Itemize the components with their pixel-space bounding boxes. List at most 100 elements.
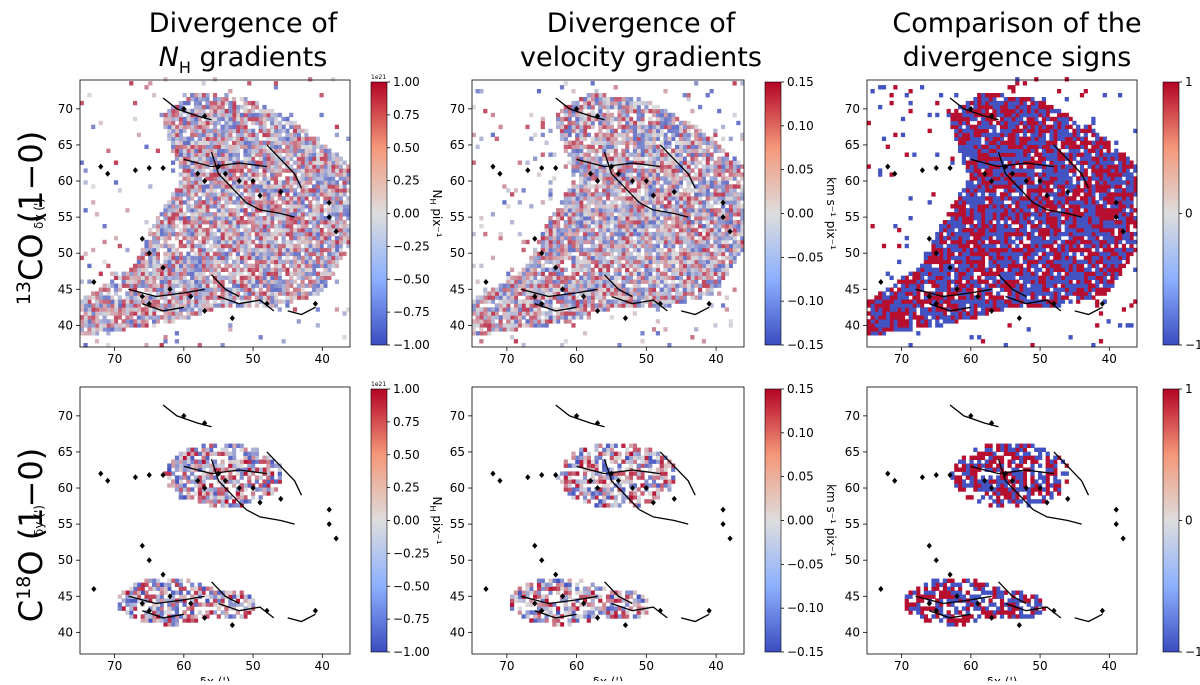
colorbar-tick-label: −0.50 [393, 272, 430, 286]
colorbar-tick-label: 1 [1185, 75, 1193, 89]
colorbar-tick-label: 0.10 [787, 426, 814, 440]
x-tick-label: 60 [176, 659, 191, 673]
colorbar-tick-label: 0.25 [393, 174, 420, 188]
y-tick-label: 65 [845, 445, 860, 459]
x-axis-label: δx (') [200, 675, 231, 681]
x-tick-label: 50 [1032, 352, 1047, 366]
x-tick-label: 60 [569, 659, 584, 673]
x-tick-label: 70 [894, 659, 909, 673]
column-title-2-line1: Divergence of [547, 8, 737, 39]
x-tick-label: 60 [569, 352, 584, 366]
x-tick-label: 60 [963, 659, 978, 673]
x-tick-label: 70 [107, 352, 122, 366]
x-tick-label: 50 [639, 659, 654, 673]
y-tick-label: 65 [58, 138, 73, 152]
y-tick-label: 50 [450, 553, 465, 567]
y-tick-label: 50 [450, 246, 465, 260]
colorbar-gradient [765, 389, 781, 652]
y-tick-label: 65 [450, 445, 465, 459]
colorbar-tick-label: 0.50 [393, 448, 420, 462]
x-tick-label: 40 [315, 659, 330, 673]
y-tick-label: 55 [58, 517, 73, 531]
colorbar-label: km s⁻¹ pix⁻¹ [824, 484, 838, 557]
y-tick-label: 40 [58, 318, 73, 332]
y-tick-label: 45 [450, 589, 465, 603]
colorbar-tick-label: 0.00 [393, 514, 420, 528]
y-tick-label: 40 [450, 625, 465, 639]
y-tick-label: 55 [845, 517, 860, 531]
x-axis-label: δx (') [593, 675, 624, 681]
column-title-2-line2: velocity gradients [520, 42, 762, 73]
colorbar-tick-label: −0.25 [393, 546, 430, 560]
colorbar-tick-label: 1 [1185, 382, 1193, 396]
colorbar-tick-label: 1.00 [393, 382, 420, 396]
y-tick-label: 50 [58, 553, 73, 567]
y-tick-label: 50 [845, 553, 860, 567]
x-tick-label: 70 [107, 659, 122, 673]
x-tick-label: 60 [176, 352, 191, 366]
y-tick-label: 70 [845, 409, 860, 423]
y-tick-label: 50 [58, 246, 73, 260]
y-tick-label: 70 [845, 102, 860, 116]
colorbar: 1.000.750.500.250.00−0.25−0.50−0.75−1.00… [371, 74, 444, 352]
column-title-3-line2: divergence signs [903, 42, 1132, 73]
colorbar-tick-label: −0.05 [787, 250, 824, 264]
y-tick-label: 65 [450, 138, 465, 152]
colorbar-tick-label: −0.10 [787, 294, 824, 308]
y-tick-label: 55 [450, 517, 465, 531]
x-tick-label: 70 [894, 352, 909, 366]
colorbar-tick-label: 0.25 [393, 481, 420, 495]
panel-6: 7060504040455055606570δx (')10−1 [845, 382, 1200, 681]
x-tick-label: 70 [499, 659, 514, 673]
colorbar-tick-label: 0 [1185, 207, 1193, 221]
colorbar-tick-label: 0.00 [787, 514, 814, 528]
colorbar-tick-label: −0.15 [787, 645, 824, 659]
x-tick-label: 40 [315, 352, 330, 366]
colorbar-tick-label: 0.00 [787, 207, 814, 221]
y-tick-label: 55 [58, 210, 73, 224]
colorbar-gradient [371, 82, 387, 345]
x-tick-label: 70 [499, 352, 514, 366]
x-tick-label: 50 [245, 352, 260, 366]
y-tick-label: 45 [450, 282, 465, 296]
colorbar-tick-label: 0.10 [787, 119, 814, 133]
colorbar-tick-label: −1 [1185, 338, 1200, 352]
colorbar-tick-label: −0.25 [393, 239, 430, 253]
colorbar-tick-label: 0.05 [787, 163, 814, 177]
y-tick-label: 60 [845, 174, 860, 188]
colorbar-offset-label: 1e21 [371, 381, 386, 388]
colorbar-gradient [371, 389, 387, 652]
colorbar-tick-label: 0.15 [787, 382, 814, 396]
y-tick-label: 60 [450, 481, 465, 495]
y-tick-label: 70 [450, 102, 465, 116]
y-tick-label: 45 [845, 282, 860, 296]
colorbar-tick-label: −0.05 [787, 557, 824, 571]
y-tick-label: 45 [845, 589, 860, 603]
x-tick-label: 60 [963, 352, 978, 366]
colorbar-offset-label: 1e21 [371, 74, 386, 81]
colorbar-tick-label: 0.75 [393, 415, 420, 429]
colorbar-tick-label: 0.75 [393, 108, 420, 122]
y-tick-label: 45 [58, 589, 73, 603]
colorbar-label: NH pix⁻¹ [428, 189, 444, 237]
x-tick-label: 40 [708, 352, 723, 366]
y-tick-label: 40 [58, 625, 73, 639]
colorbar-tick-label: 0.15 [787, 75, 814, 89]
colorbar-label: km s⁻¹ pix⁻¹ [824, 177, 838, 250]
y-tick-label: 55 [845, 210, 860, 224]
column-title-1-line2: NH gradients [159, 42, 328, 77]
colorbar-tick-label: −0.75 [393, 305, 430, 319]
y-axis-label: δy (') [32, 505, 46, 536]
colorbar-tick-label: −1.00 [393, 338, 430, 352]
x-tick-label: 50 [1032, 659, 1047, 673]
x-tick-label: 50 [639, 352, 654, 366]
colorbar-tick-label: −0.10 [787, 601, 824, 615]
y-tick-label: 70 [450, 409, 465, 423]
x-tick-label: 40 [1102, 659, 1117, 673]
